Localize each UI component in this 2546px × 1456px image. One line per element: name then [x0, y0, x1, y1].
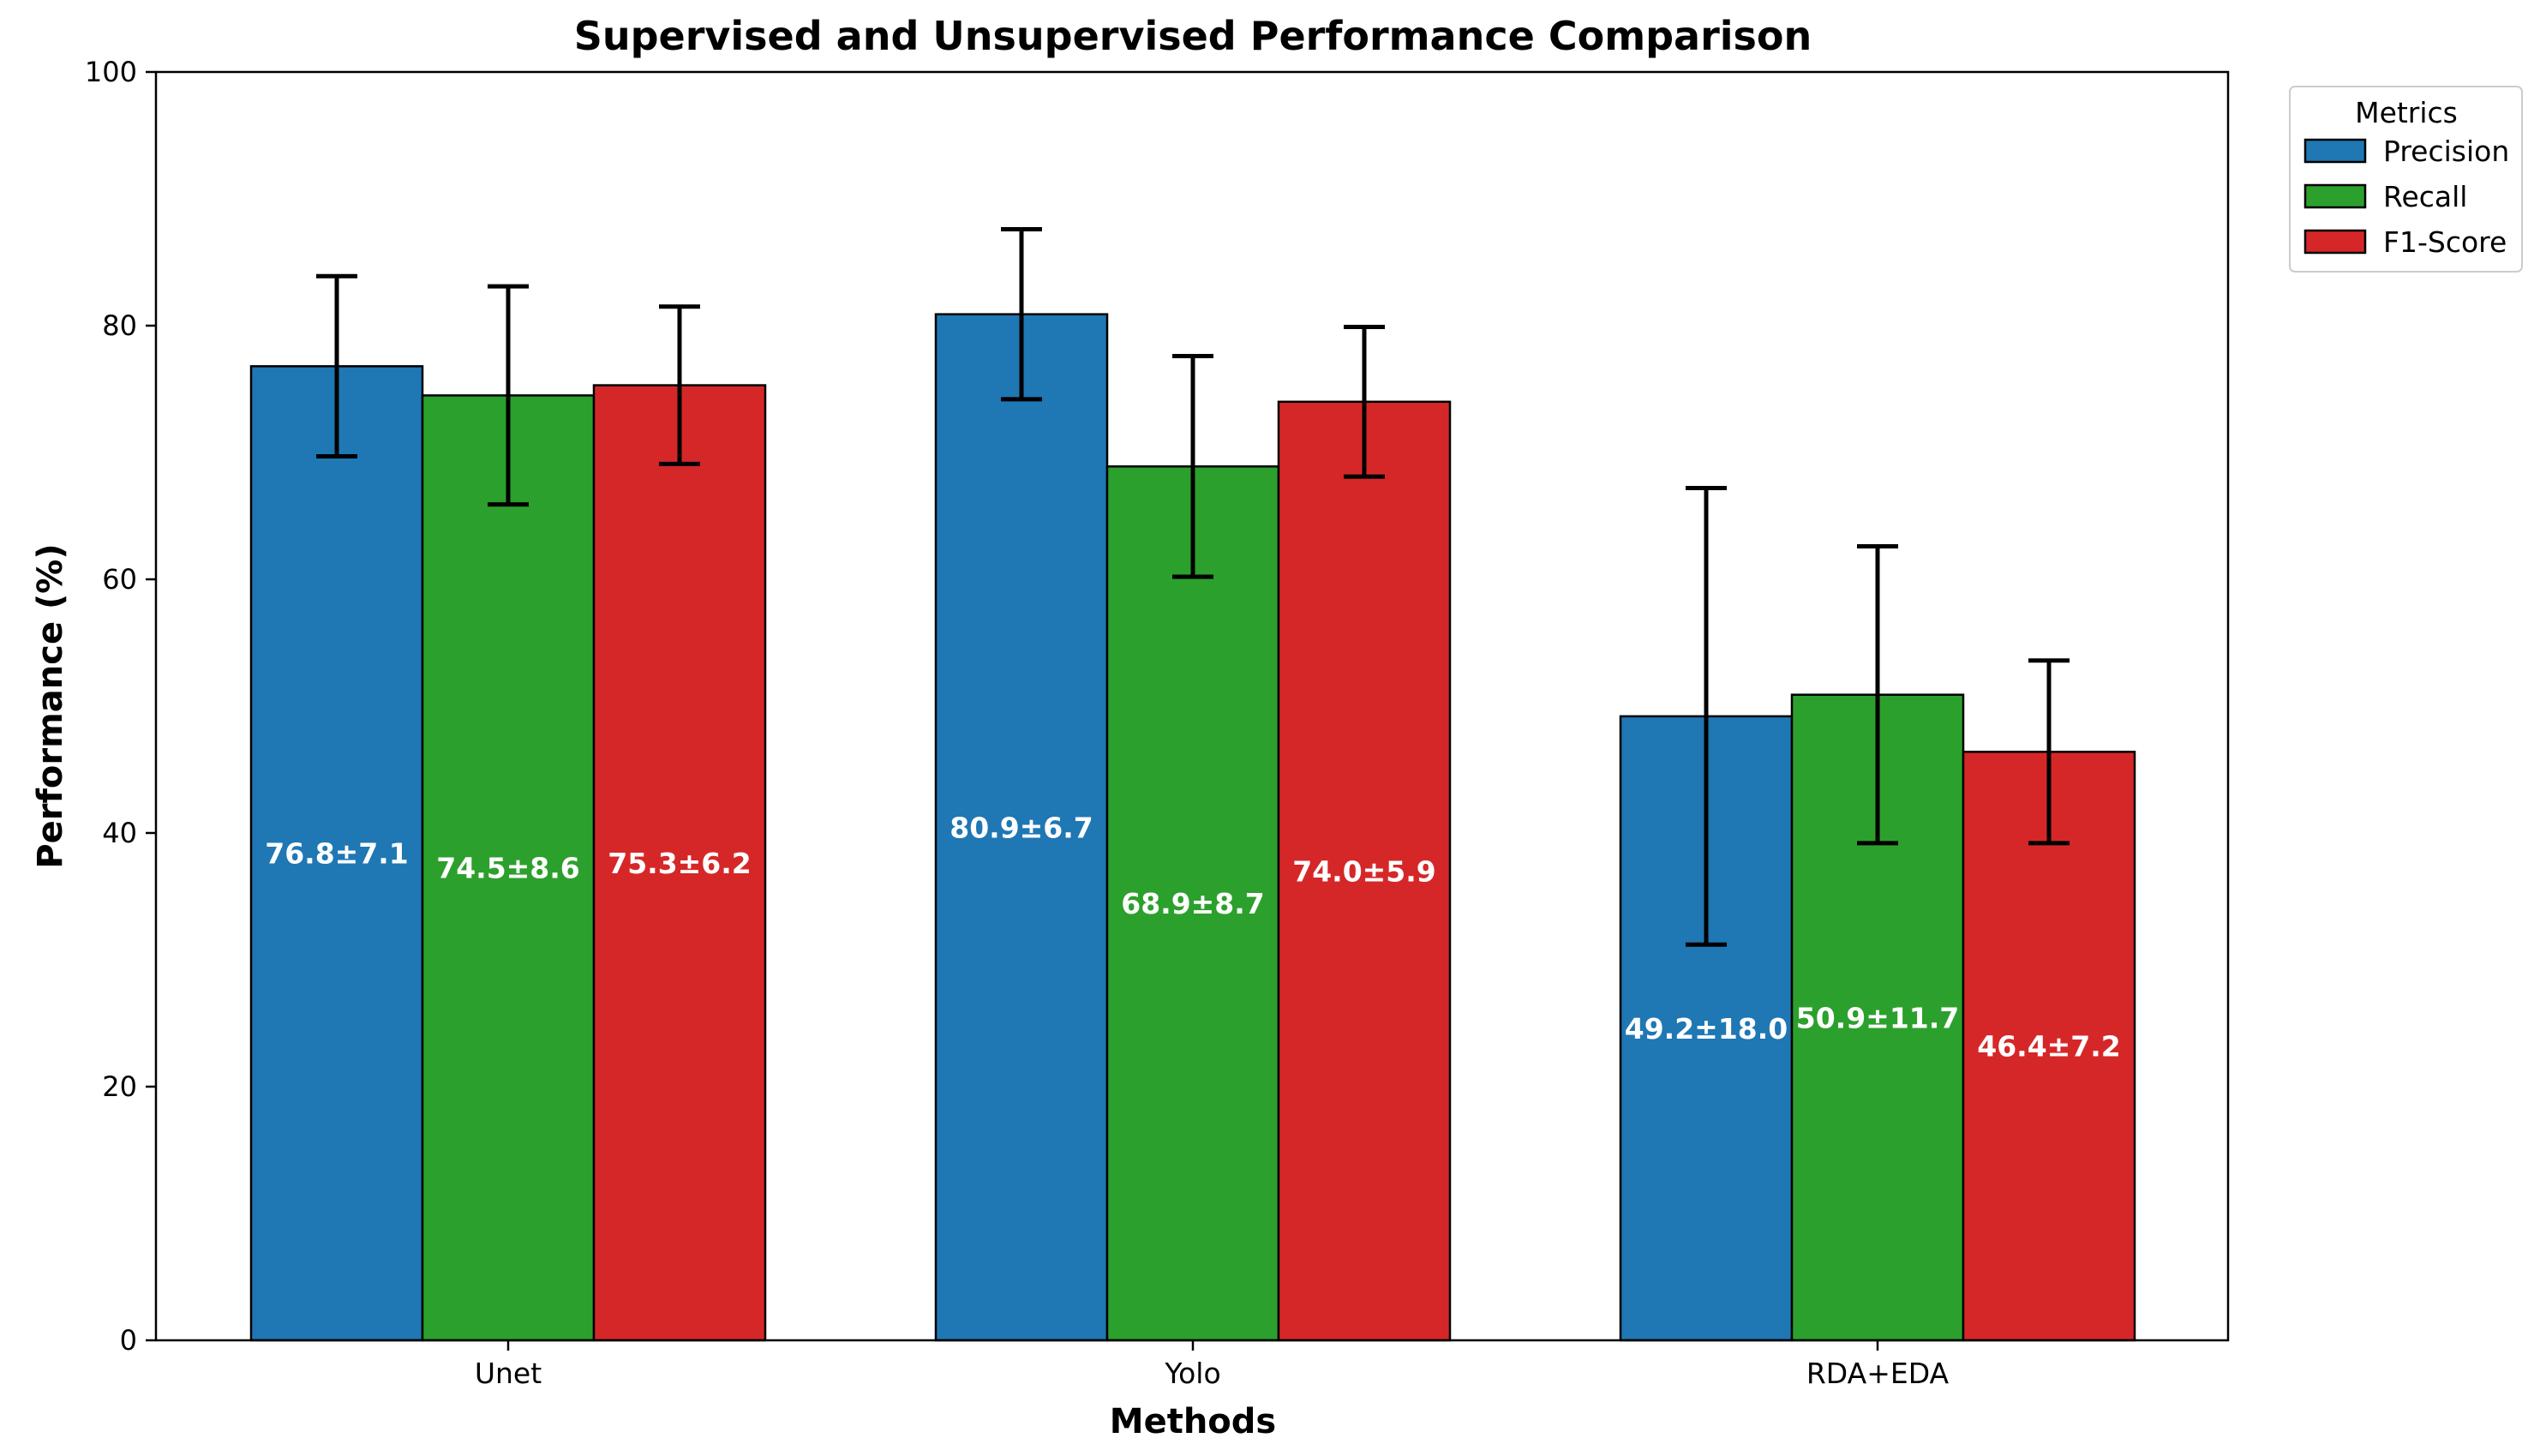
- legend-title: Metrics: [2355, 96, 2458, 129]
- data-label-recall-rda-eda: 50.9±11.7: [1796, 1001, 1960, 1034]
- axes-layer: 0 20 40 60 80 100 Unet Yolo RDA+EDA: [85, 56, 2230, 1390]
- chart-title: Supervised and Unsupervised Performance …: [574, 13, 1812, 59]
- error-bar-precision-rda-eda: [1686, 485, 1727, 947]
- data-labels-layer: 76.8±7.1 74.5±8.6 75.3±6.2 80.9±6.7 68.9±8.7…: [265, 811, 2121, 1063]
- error-bar-recall-rda-eda: [1857, 544, 1898, 846]
- error-bar-precision-yolo: [1001, 227, 1042, 402]
- error-bar-f1-score-yolo: [1344, 324, 1385, 479]
- legend-swatch-recall: [2303, 183, 2367, 209]
- y-tick-label: 80: [102, 309, 137, 342]
- error-bar-f1-score-unet: [659, 304, 700, 466]
- data-label-f1-score-yolo: 74.0±5.9: [1292, 854, 1436, 888]
- legend-item-recall: Recall: [2303, 180, 2467, 213]
- bar-precision-yolo: [934, 313, 1109, 1342]
- bar-f1-score-rda-eda: [1962, 751, 2136, 1342]
- legend-label-f1-score: F1-Score: [2383, 225, 2507, 259]
- data-label-precision-yolo: 80.9±6.7: [950, 811, 1093, 844]
- y-tick-label: 60: [102, 563, 137, 596]
- data-label-f1-score-unet: 75.3±6.2: [608, 847, 752, 880]
- y-axis-label: Performance (%): [31, 543, 70, 868]
- legend-label-precision: Precision: [2383, 135, 2509, 168]
- legend: Metrics Precision Recall F1-Score: [2289, 86, 2523, 273]
- x-tick-label: Unet: [475, 1357, 542, 1390]
- legend-frame: [2289, 86, 2523, 273]
- legend-entries: Precision Recall F1-Score: [2303, 135, 2509, 259]
- x-tick-label: RDA+EDA: [1806, 1357, 1950, 1390]
- x-tick-label: Yolo: [1164, 1357, 1220, 1390]
- bars-layer: [249, 313, 2136, 1342]
- y-tick-label: 0: [120, 1324, 137, 1357]
- error-bar-precision-unet: [316, 273, 357, 458]
- legend-swatch-f1-score: [2303, 229, 2367, 255]
- x-axis-label: Methods: [1110, 1402, 1276, 1441]
- legend-item-f1-score: F1-Score: [2303, 225, 2507, 259]
- bar-precision-unet: [249, 365, 424, 1342]
- y-tick-label: 40: [102, 817, 137, 849]
- legend-item-precision: Precision: [2303, 135, 2509, 168]
- error-bar-recall-unet: [488, 284, 529, 507]
- data-label-recall-unet: 74.5±8.6: [436, 852, 580, 885]
- data-label-precision-rda-eda: 49.2±18.0: [1625, 1012, 1788, 1046]
- data-label-recall-yolo: 68.9±8.7: [1121, 887, 1265, 920]
- errorbars-layer: [316, 227, 2070, 947]
- bar-f1-score-unet: [592, 384, 767, 1342]
- y-tick-label: 20: [102, 1070, 137, 1103]
- legend-label-recall: Recall: [2383, 180, 2467, 213]
- legend-swatch-precision: [2303, 138, 2367, 164]
- error-bar-f1-score-rda-eda: [2028, 658, 2070, 846]
- error-bar-recall-yolo: [1172, 354, 1213, 579]
- data-label-precision-unet: 76.8±7.1: [265, 837, 409, 871]
- y-tick-label: 100: [85, 56, 137, 88]
- data-label-f1-score-rda-eda: 46.4±7.2: [1977, 1030, 2121, 1064]
